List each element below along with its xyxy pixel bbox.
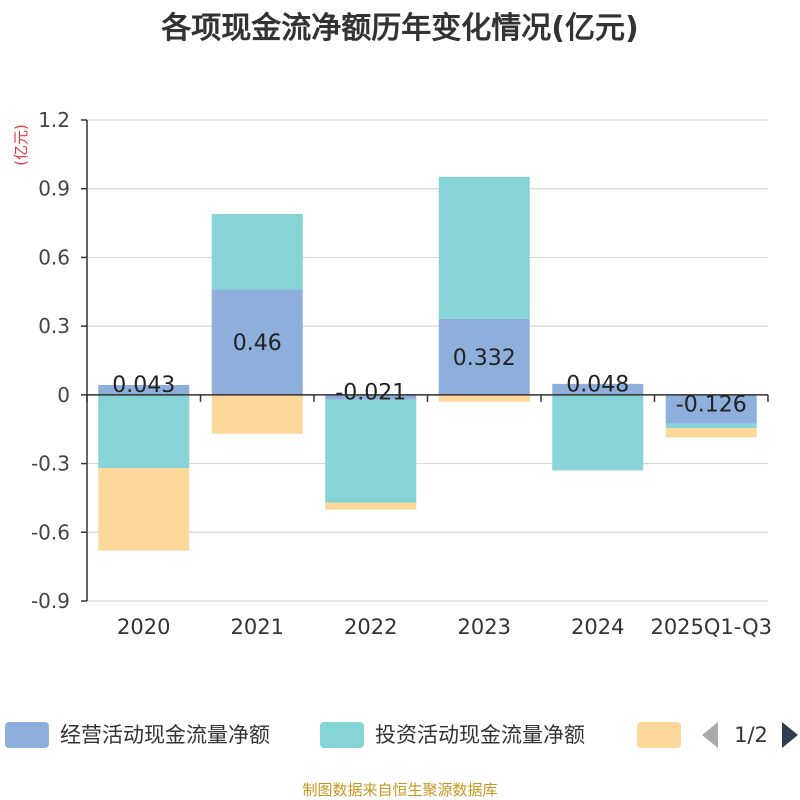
bar-investing-2022[interactable] xyxy=(325,399,417,503)
y-tick-label: -0.3 xyxy=(31,452,70,476)
bar-operating-2024[interactable] xyxy=(552,383,644,395)
legend-page-indicator: 1/2 xyxy=(734,723,768,747)
y-tick-label: 0.6 xyxy=(38,245,70,269)
bar-operating-2023[interactable] xyxy=(438,318,530,395)
data-source: 制图数据来自恒生聚源数据库 xyxy=(302,781,497,799)
legend-swatch-operating[interactable] xyxy=(5,722,49,748)
bar-financing-2020[interactable] xyxy=(98,468,190,551)
y-axis-unit: (亿元) xyxy=(12,124,30,166)
bar-series xyxy=(98,176,757,551)
data-labels: 0.043 0.46 -0.021 0.332 0.048 -0.126 xyxy=(112,331,746,417)
bar-financing-2025Q1-Q3[interactable] xyxy=(665,428,757,438)
data-label-2023: 0.332 xyxy=(453,346,516,371)
x-tick-label-2025Q1-Q3: 2025Q1-Q3 xyxy=(650,615,772,639)
x-category-labels: 2020 2021 2022 2023 2024 2025Q1-Q3 xyxy=(117,615,772,639)
data-label-2022: -0.021 xyxy=(335,380,406,405)
y-tick-label: 1.2 xyxy=(38,108,70,132)
data-label-2021: 0.46 xyxy=(233,331,282,356)
y-tick-label: -0.6 xyxy=(31,520,70,544)
legend-next-icon[interactable] xyxy=(782,722,798,748)
x-tick-label-2023: 2023 xyxy=(458,615,511,639)
y-tick-labels: 1.2 0.9 0.6 0.3 0 -0.3 -0.6 -0.9 xyxy=(31,108,70,613)
legend-label-operating[interactable]: 经营活动现金流量净额 xyxy=(60,723,270,747)
bar-operating-2025Q1-Q3[interactable] xyxy=(665,394,757,424)
chart-title: 各项现金流净额历年变化情况(亿元) xyxy=(160,11,638,46)
axes xyxy=(81,119,769,602)
x-tick-label-2022: 2022 xyxy=(344,615,397,639)
bar-investing-2025Q1-Q3[interactable] xyxy=(665,423,757,429)
data-label-2025Q1-Q3: -0.126 xyxy=(676,392,747,417)
bar-financing-2023[interactable] xyxy=(438,394,530,402)
bar-operating-2020[interactable] xyxy=(98,385,190,395)
data-label-2020: 0.043 xyxy=(112,373,175,398)
legend-swatch-financing[interactable] xyxy=(637,722,681,748)
data-label-2024: 0.048 xyxy=(566,372,629,397)
legend-label-investing[interactable]: 投资活动现金流量净额 xyxy=(375,723,585,747)
bar-investing-2021[interactable] xyxy=(211,213,303,290)
bar-operating-2021[interactable] xyxy=(211,289,303,395)
y-tick-label: 0.3 xyxy=(38,314,70,338)
y-tick-label: 0.9 xyxy=(38,177,70,201)
legend-prev-icon[interactable] xyxy=(702,722,718,748)
x-tick-label-2021: 2021 xyxy=(231,615,284,639)
bar-financing-2022[interactable] xyxy=(325,502,417,510)
legend-swatch-investing[interactable] xyxy=(320,722,364,748)
bar-operating-2022[interactable] xyxy=(325,394,417,400)
y-tick-label: 0 xyxy=(57,383,70,407)
bar-investing-2023[interactable] xyxy=(438,176,530,319)
bar-financing-2021[interactable] xyxy=(211,394,303,434)
x-tick-label-2024: 2024 xyxy=(571,615,624,639)
x-tick-label-2020: 2020 xyxy=(117,615,170,639)
legend: 经营活动现金流量净额 投资活动现金流量净额 1/2 xyxy=(5,722,798,748)
y-tick-label: -0.9 xyxy=(31,589,70,613)
bar-investing-2024[interactable] xyxy=(552,394,644,471)
bar-investing-2020[interactable] xyxy=(98,394,190,469)
